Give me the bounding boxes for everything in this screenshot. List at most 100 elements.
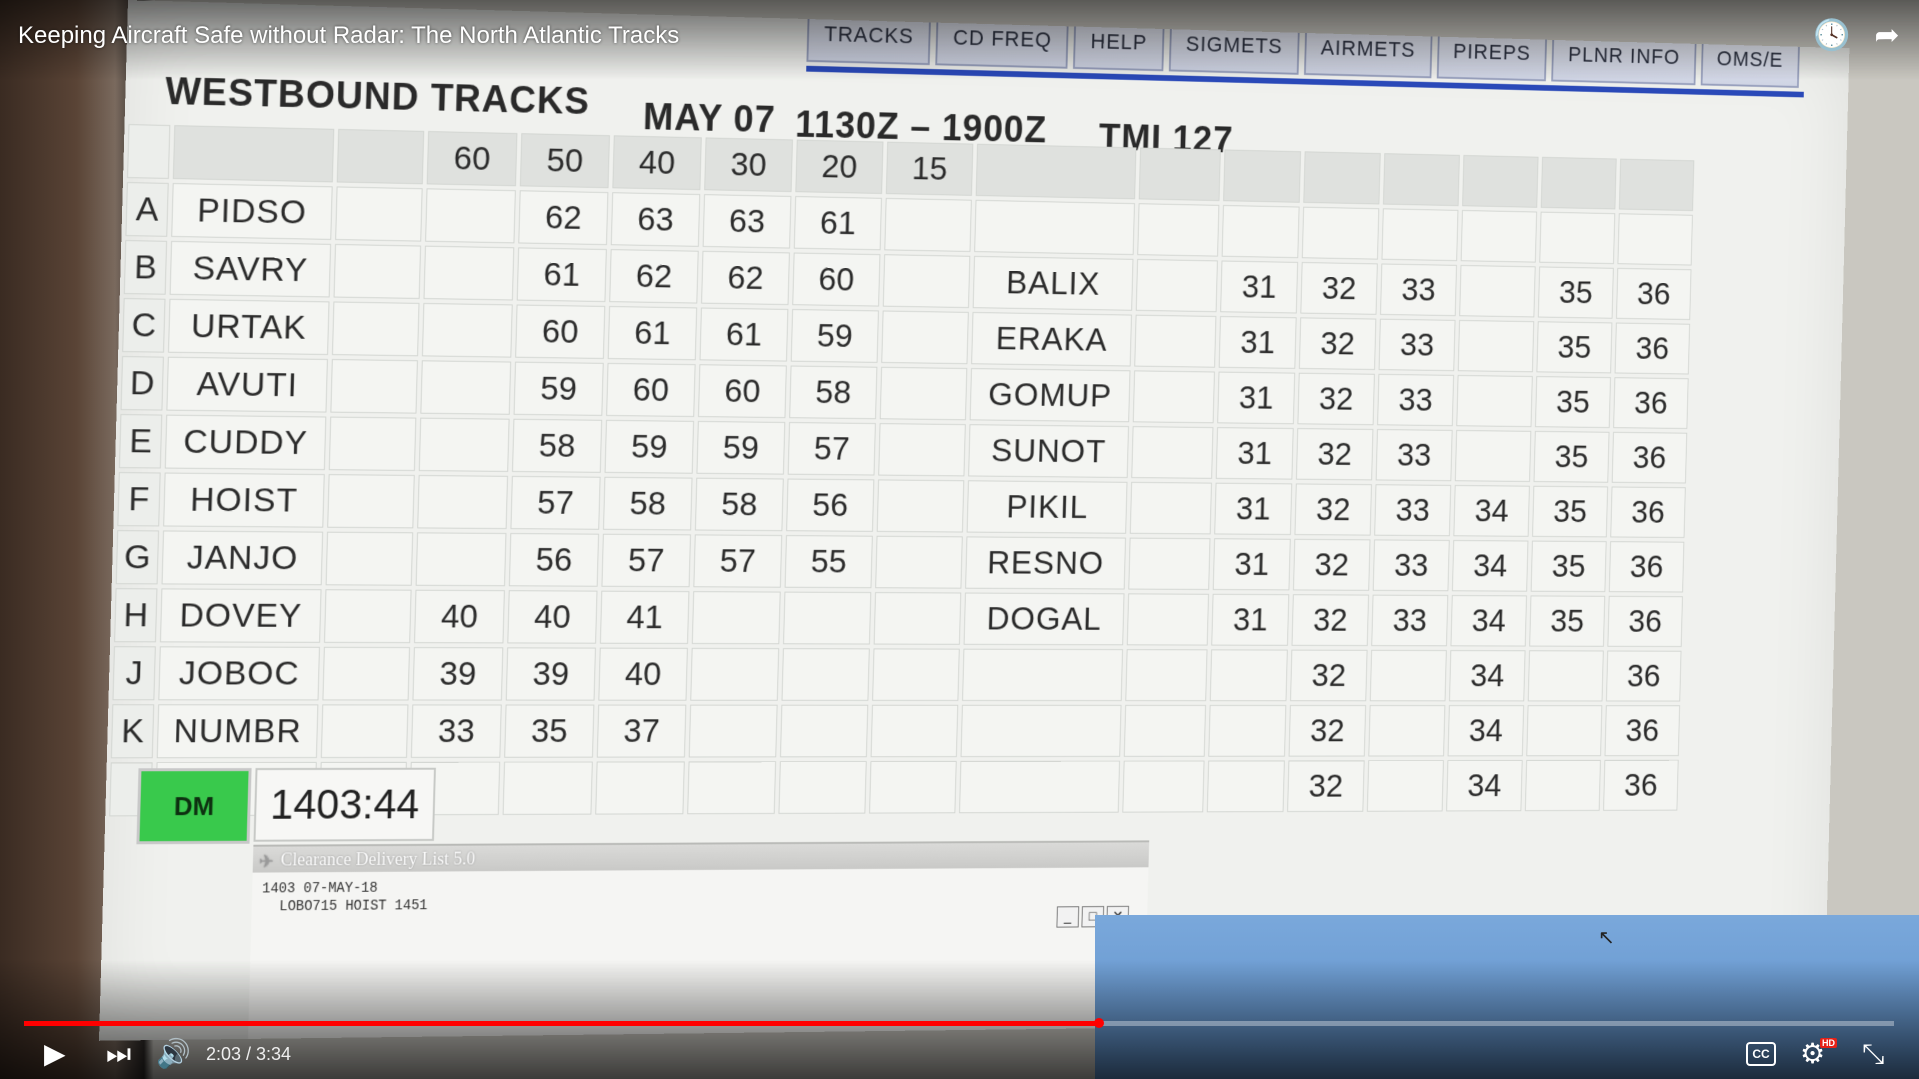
latitude-cell	[692, 591, 781, 644]
blank-cell	[778, 761, 866, 814]
latitude-cell: 56	[786, 479, 874, 532]
track-letter: H	[114, 588, 157, 642]
flight-level-cell	[1370, 650, 1447, 701]
blank-cell	[334, 244, 422, 299]
latitude-cell: 58	[789, 366, 877, 420]
flight-level-cell: 33	[1373, 539, 1450, 591]
time-display: 2:03 / 3:34	[206, 1036, 291, 1072]
cc-icon[interactable]: CC	[1746, 1042, 1776, 1066]
flight-level-cell	[1461, 210, 1537, 263]
blank-cell	[329, 417, 417, 471]
entry-waypoint: NUMBR	[157, 704, 319, 758]
flight-level-cell	[1539, 212, 1615, 264]
flight-level-cell: 36	[1605, 705, 1681, 756]
latitude-cell	[874, 592, 962, 645]
video-title[interactable]: Keeping Aircraft Safe without Radar: The…	[18, 22, 679, 50]
flight-level-cell	[1459, 265, 1535, 317]
blank-cell	[1136, 259, 1218, 312]
blank-cell	[324, 589, 412, 643]
latitude-cell: 37	[597, 705, 687, 758]
latitude-cell: 59	[696, 421, 785, 475]
latitude-cell	[422, 303, 513, 358]
flight-level-cell: 33	[1371, 595, 1448, 647]
blank-cell	[595, 761, 685, 814]
clearance-list: 1403 07-MAY-18 LOBO715 HOIST 1451	[261, 879, 428, 916]
flight-level-cell: 34	[1448, 705, 1525, 756]
flight-level-cell: 36	[1606, 651, 1682, 702]
flight-level-cell	[1302, 207, 1379, 260]
flight-level-cell: 35	[1532, 486, 1608, 538]
entry-waypoint: DOVEY	[160, 588, 322, 642]
track-letter: F	[117, 472, 160, 526]
latitude-cell	[425, 188, 516, 243]
progress-bar[interactable]	[24, 1021, 1894, 1026]
track-letter: K	[111, 704, 154, 758]
latitude-cell: 57	[693, 534, 782, 587]
latitude-cell: 40	[598, 648, 688, 701]
blank-cell	[1122, 761, 1204, 813]
latitude-cell: 60	[792, 253, 880, 307]
track-letter: G	[116, 530, 159, 584]
flight-level-cell: 32	[1294, 483, 1371, 535]
latitude-cell	[782, 648, 870, 701]
latitude-cell	[689, 705, 778, 758]
blank-cell	[321, 704, 409, 758]
latitude-cell: 63	[611, 192, 700, 247]
exit-waypoint	[974, 200, 1135, 255]
track-letter: A	[125, 182, 168, 237]
header-cell	[1619, 159, 1694, 211]
flight-level-cell: 31	[1211, 594, 1289, 646]
blank-cell	[1128, 538, 1210, 590]
latitude-cell: 60	[698, 364, 787, 418]
entry-waypoint: JOBOC	[158, 646, 320, 700]
dm-status-button[interactable]: DM	[136, 768, 251, 844]
video-controls: ▶ ⏭ 🔊 2:03 / 3:34 CC ⚙ HD ⤡	[0, 1036, 1919, 1072]
flight-level-cell	[1382, 208, 1459, 261]
latitude-cell	[419, 418, 510, 472]
header-cell	[1139, 148, 1221, 202]
flight-level-cell: 31	[1217, 372, 1295, 425]
flight-level-cell: 35	[1535, 376, 1611, 428]
latitude-cell: 60	[606, 363, 695, 417]
flight-level-cell: 32	[1289, 705, 1367, 757]
clock-icon[interactable]: 🕓	[1813, 18, 1849, 54]
latitude-cell: 61	[700, 308, 789, 362]
latitude-cell	[884, 198, 972, 252]
header-cell	[173, 125, 334, 182]
progress-scrubber-handle[interactable]	[1094, 1018, 1104, 1028]
flight-level-cell	[1208, 705, 1286, 757]
play-icon[interactable]: ▶	[44, 1036, 66, 1072]
latitude-cell: 56	[509, 533, 599, 587]
latitude-cell: 59	[791, 309, 879, 363]
clearance-list-line[interactable]: LOBO715 HOIST 1451	[261, 897, 427, 916]
blank-cell	[1127, 593, 1209, 645]
latitude-cell	[872, 648, 960, 701]
minimize-icon[interactable]: _	[1056, 906, 1079, 927]
latitude-cell: 59	[514, 362, 604, 416]
blank-cell	[959, 761, 1120, 814]
flight-level-cell	[1456, 375, 1532, 427]
exit-fullscreen-icon[interactable]: ⤡	[1862, 1036, 1884, 1072]
latitude-cell: 62	[518, 190, 608, 245]
volume-icon[interactable]: 🔊	[156, 1036, 191, 1072]
latitude-cell: 57	[510, 476, 600, 530]
table-row: H DOVEY 40 40 41 DOGAL 31 32 33 34 35 36	[114, 588, 1683, 647]
clearance-window-titlebar[interactable]: ✈ Clearance Delivery List 5.0	[253, 842, 1149, 872]
latitude-cell	[690, 648, 779, 701]
next-icon[interactable]: ⏭	[106, 1036, 131, 1072]
exit-waypoint: PIKIL	[967, 480, 1128, 533]
latitude-cell	[877, 479, 965, 532]
flight-level-cell: 31	[1219, 316, 1297, 369]
latitude-cell	[416, 532, 507, 586]
header-cell	[1303, 151, 1380, 204]
latitude-cell: 39	[412, 647, 503, 700]
longitude-header: 60	[427, 131, 518, 186]
share-icon[interactable]: ➦	[1869, 18, 1905, 54]
flight-level-cell	[1528, 650, 1604, 701]
flight-level-cell	[1207, 760, 1285, 812]
flight-level-cell	[1525, 760, 1601, 811]
latitude-cell	[881, 311, 969, 365]
flight-level-cell: 32	[1300, 262, 1377, 315]
latitude-cell: 61	[794, 196, 882, 250]
flight-level-cell: 33	[1376, 429, 1453, 481]
